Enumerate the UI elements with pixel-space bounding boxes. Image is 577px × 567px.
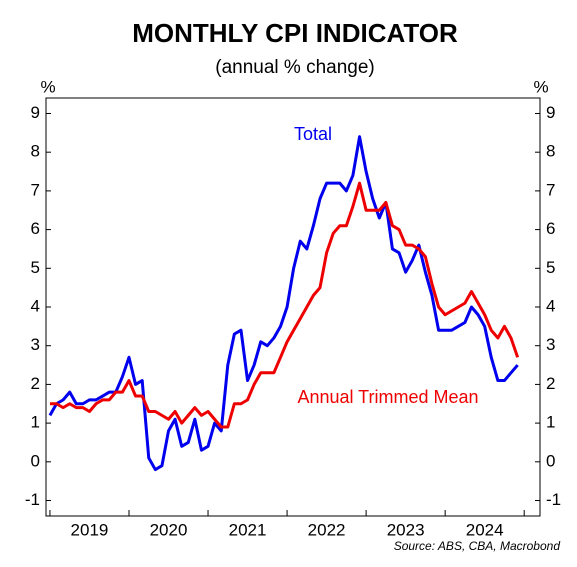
x-tick-label: 2019	[71, 520, 109, 539]
y-unit-right: %	[533, 77, 548, 96]
y-tick-label: 2	[31, 374, 40, 393]
chart-subtitle: (annual % change)	[215, 57, 375, 78]
y-tick-label: 1	[31, 413, 40, 432]
y-tick-label: 3	[31, 335, 40, 354]
series-line	[48, 135, 519, 472]
y2-tick-label: 8	[546, 142, 555, 161]
y-tick-label: 7	[31, 180, 40, 199]
chart-title: MONTHLY CPI INDICATOR	[132, 18, 458, 48]
y-tick-label: 0	[31, 451, 40, 470]
plot-frame	[45, 97, 541, 517]
x-tick-label: 2023	[387, 520, 425, 539]
series-line	[49, 181, 520, 429]
y2-tick-label: 1	[546, 413, 555, 432]
y2-tick-label: 7	[546, 180, 555, 199]
y2-tick-label: 5	[546, 258, 555, 277]
y-tick-label: 5	[31, 258, 40, 277]
y2-tick-label: -1	[546, 490, 561, 509]
y2-tick-label: 6	[546, 219, 555, 238]
source: Source: ABS, CBA, Macrobond	[394, 539, 561, 553]
y2-tick-label: 0	[546, 451, 555, 470]
y-tick-label: 8	[31, 142, 40, 161]
x-tick-label: 2024	[466, 520, 504, 539]
y2-tick-label: 4	[546, 296, 555, 315]
legend-label: Annual Trimmed Mean	[297, 387, 478, 407]
y2-tick-label: 2	[546, 374, 555, 393]
y2-tick-label: 9	[546, 103, 555, 122]
x-tick-label: 2022	[308, 520, 346, 539]
x-tick-label: 2021	[229, 520, 267, 539]
y-tick-label: 4	[31, 296, 40, 315]
y-tick-label: 6	[31, 219, 40, 238]
y-tick-label: 9	[31, 103, 40, 122]
y2-tick-label: 3	[546, 335, 555, 354]
x-tick-label: 2020	[150, 520, 188, 539]
legend-label: Total	[294, 124, 332, 144]
y-unit-left: %	[40, 77, 55, 96]
y-tick-label: -1	[25, 490, 40, 509]
